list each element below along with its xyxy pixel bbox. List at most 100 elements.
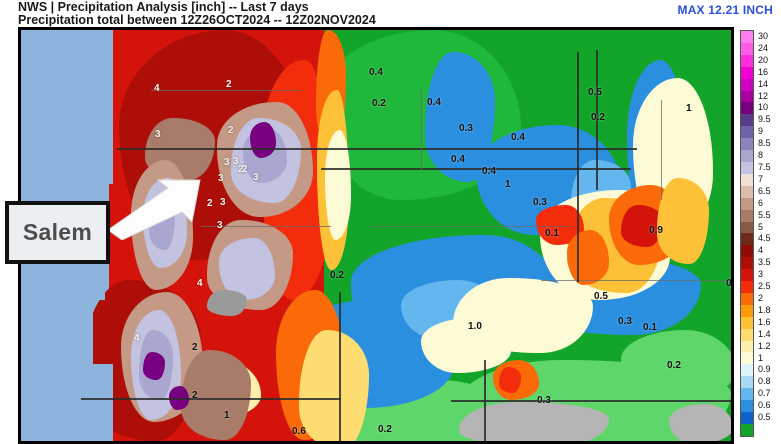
precip-field	[219, 238, 275, 300]
legend-swatch	[741, 102, 753, 115]
contour-label: 0.3	[537, 395, 551, 406]
precip-field	[181, 350, 251, 440]
contour-label: 3	[224, 157, 230, 168]
legend-tick: 4.5	[758, 233, 771, 244]
legend-tick: 7.5	[758, 161, 771, 172]
legend-tick: 6.5	[758, 185, 771, 196]
page-title: NWS | Precipitation Analysis [inch] -- L…	[18, 0, 309, 14]
legend-tick: 1.8	[758, 304, 771, 315]
contour-label: 4	[154, 83, 160, 94]
contour-label: 2	[228, 125, 234, 136]
contour-label: 2	[242, 164, 248, 175]
salem-callout-box[interactable]: Salem	[5, 201, 110, 264]
contour-label: 0.3	[533, 197, 547, 208]
legend-swatch	[741, 31, 753, 43]
legend-swatch	[741, 173, 753, 186]
legend-swatch	[741, 161, 753, 174]
legend-tick: 9.5	[758, 114, 771, 125]
legend-swatch	[741, 281, 753, 293]
precip-field	[250, 122, 276, 158]
precip-field	[143, 352, 165, 380]
no-data-region	[459, 402, 609, 441]
legend-swatch	[741, 269, 753, 282]
legend-swatch	[741, 423, 753, 436]
legend-tick: 10	[758, 102, 769, 113]
contour-label: 2	[207, 198, 213, 209]
legend-swatch	[741, 42, 753, 55]
contour-label: 3	[253, 172, 259, 183]
legend-swatch	[741, 126, 753, 139]
state-border	[596, 50, 598, 190]
contour-label: 0.3	[459, 123, 473, 134]
state-border	[339, 292, 341, 441]
legend-swatch	[741, 78, 753, 91]
county-border	[661, 100, 662, 200]
legend-swatch	[741, 185, 753, 198]
legend-swatch	[741, 233, 753, 246]
legend-swatch	[741, 150, 753, 162]
legend-swatch	[741, 364, 753, 377]
legend-swatch	[741, 257, 753, 270]
contour-label: 0.2	[591, 112, 605, 123]
legend-tick: 0.9	[758, 364, 771, 375]
state-border	[117, 148, 637, 150]
legend-swatch	[741, 304, 753, 317]
precip-field	[421, 318, 511, 373]
legend-tick: 2.5	[758, 281, 771, 292]
legend-swatch	[741, 316, 753, 329]
legend-swatch	[741, 197, 753, 210]
legend-tick: 5.5	[758, 209, 771, 220]
legend-tick: 1.2	[758, 340, 771, 351]
precip-field	[621, 330, 731, 400]
page-subtitle: Precipitation total between 12Z26OCT2024…	[18, 13, 376, 27]
legend: 30 24 20 16 14 12 10 9.5 9 8.5 8 7.5 7 6.5 6 5.5 5 4.5 4 3.…	[740, 30, 781, 440]
precip-field	[499, 367, 521, 393]
legend-swatch	[741, 66, 753, 79]
legend-swatch	[741, 138, 753, 151]
legend-tick: 20	[758, 54, 769, 65]
max-value-label: MAX 12.21 INCH	[677, 3, 773, 17]
contour-label: 4	[134, 333, 140, 344]
county-border	[421, 90, 422, 170]
legend-swatch	[741, 400, 753, 412]
county-border	[201, 226, 331, 227]
legend-tick: 14	[758, 78, 769, 89]
map-canvas[interactable]: 4223332233323442210.60.60.40.20.40.30.50…	[21, 30, 731, 441]
contour-label: 0.4	[482, 166, 496, 177]
contour-label: 3	[218, 173, 224, 184]
legend-tick: 1	[758, 352, 764, 363]
contour-label: 2	[192, 342, 198, 353]
contour-label: 3	[217, 220, 223, 231]
contour-label: 0.6	[292, 426, 306, 437]
ocean-region	[21, 294, 93, 369]
legend-tick: 0.6	[758, 400, 771, 411]
legend-swatch	[741, 412, 753, 424]
legend-tick: 4	[758, 245, 764, 256]
legend-swatch	[741, 340, 753, 353]
salem-label: Salem	[22, 219, 93, 245]
legend-color-bar	[740, 30, 754, 437]
no-data-region	[207, 290, 247, 316]
map-frame[interactable]: 4223332233323442210.60.60.40.20.40.30.50…	[18, 27, 734, 444]
contour-label: 0.3	[618, 316, 632, 327]
contour-label: 0.9	[649, 225, 663, 236]
legend-tick: 16	[758, 66, 769, 77]
contour-label: 1.0	[468, 321, 482, 332]
legend-swatch	[741, 388, 753, 401]
ocean-region	[21, 364, 113, 441]
no-data-region	[669, 404, 731, 441]
contour-label: 0.1	[545, 228, 559, 239]
county-border	[151, 90, 301, 91]
contour-label: 1	[505, 179, 511, 190]
title-block: NWS | Precipitation Analysis [inch] -- L…	[18, 1, 376, 27]
legend-tick: 0.8	[758, 376, 771, 387]
map-header: NWS | Precipitation Analysis [inch] -- L…	[0, 0, 781, 27]
contour-label: 2	[238, 164, 244, 175]
legend-tick: 12	[758, 90, 769, 101]
legend-swatch	[741, 209, 753, 222]
state-border	[321, 168, 631, 170]
precip-field	[657, 178, 709, 264]
legend-swatch	[741, 376, 753, 389]
state-border	[81, 398, 341, 400]
ocean-region	[21, 30, 113, 184]
